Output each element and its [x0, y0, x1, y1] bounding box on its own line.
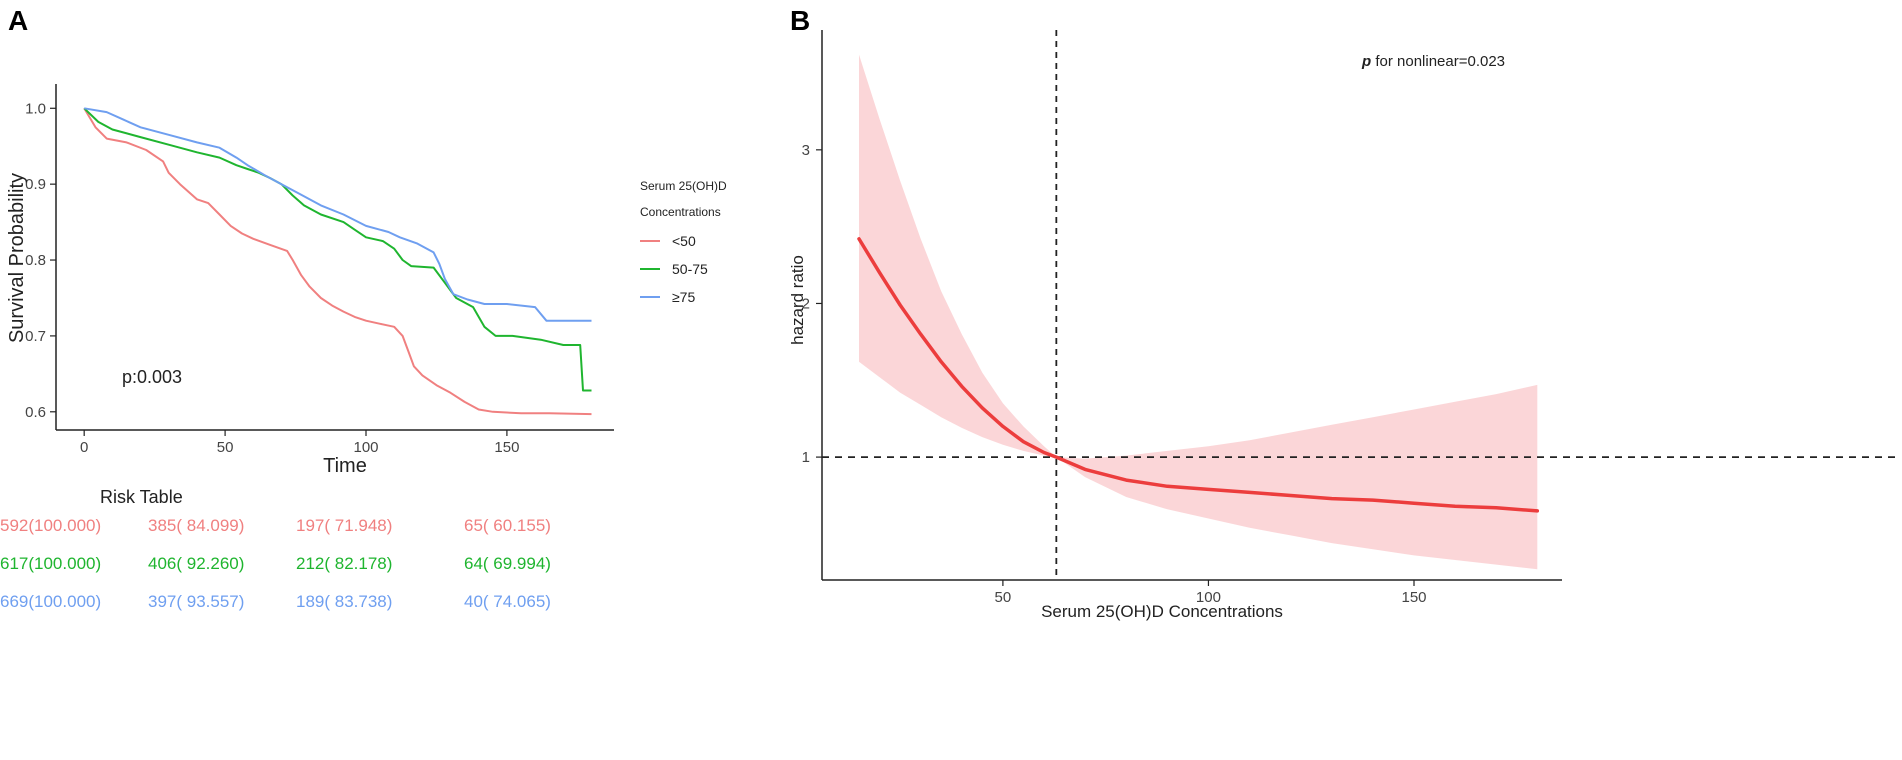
risk-cell-r3-c3: 189( 83.738) [296, 592, 392, 611]
km-x-axis-title: Time [323, 455, 367, 477]
panel-label-b: B [790, 5, 810, 36]
legend-label-3: ≥75 [672, 289, 695, 305]
confidence-band [859, 54, 1538, 570]
risk-cell-r3-c4: 40( 74.065) [464, 592, 551, 611]
km-y-tick-label: 0.6 [25, 404, 46, 421]
risk-cell-r1-c2: 385( 84.099) [148, 516, 244, 535]
km-x-tick-label: 150 [494, 439, 519, 456]
risk-cell-r2-c4: 64( 69.994) [464, 554, 551, 573]
hr-y-tick-label: 3 [802, 142, 810, 159]
legend-label-2: 50-75 [672, 261, 708, 277]
p-rest: for nonlinear=0.023 [1371, 53, 1505, 70]
hr-x-tick-label: 100 [1196, 589, 1221, 606]
risk-cell-r3-c1: 669(100.000) [0, 592, 101, 611]
hr-x-tick-label: 150 [1401, 589, 1426, 606]
hr-y-tick-label: 1 [802, 449, 810, 466]
legend-label-1: <50 [672, 233, 696, 249]
risk-cell-r2-c2: 406( 92.260) [148, 554, 244, 573]
risk-cell-r1-c3: 197( 71.948) [296, 516, 392, 535]
hr-x-axis-title: Serum 25(OH)D Concentrations [1041, 602, 1283, 621]
km-legend: Serum 25(OH)D Concentrations <50 50-75 ≥75 [640, 179, 727, 305]
km-x-tick-label: 100 [353, 439, 378, 456]
risk-cell-r1-c4: 65( 60.155) [464, 516, 551, 535]
risk-table-title: Risk Table [100, 487, 183, 507]
p-italic: p [1361, 53, 1371, 70]
km-y-tick-label: 0.9 [25, 176, 46, 193]
km-series-line-1 [83, 107, 592, 416]
risk-cell-r1-c1: 592(100.000) [0, 516, 101, 535]
km-y-tick-label: 0.8 [25, 252, 46, 269]
km-y-tick-label: 0.7 [25, 328, 46, 345]
panel-label-a: A [8, 5, 28, 36]
spline-plot: 50 100 150 1 2 3 Serum 25(OH)D Concentrations… [788, 30, 1900, 621]
hr-y-axis-title: hazard ratio [788, 255, 807, 345]
risk-cell-r2-c1: 617(100.000) [0, 554, 101, 573]
km-p-value: p:0.003 [122, 367, 182, 387]
km-series-line-3 [84, 107, 592, 322]
hr-y-tick-label: 2 [802, 295, 810, 312]
risk-cell-r2-c3: 212( 82.178) [296, 554, 392, 573]
nonlinear-p-annotation: p for nonlinear=0.023 [1361, 53, 1505, 70]
risk-cell-r3-c2: 397( 93.557) [148, 592, 244, 611]
risk-table: Risk Table 592(100.000) 385( 84.099) 197( … [0, 487, 551, 611]
km-plot: 0 50 100 150 0.6 0.7 0.8 0.9 1.0 Time Survival P… [6, 84, 614, 477]
hr-curve [857, 237, 1540, 513]
km-y-tick-label: 1.0 [25, 100, 46, 117]
km-series-line-2 [83, 107, 592, 392]
km-x-tick-label: 0 [80, 439, 88, 456]
legend-title-line1: Serum 25(OH)D [640, 179, 727, 193]
km-y-axis-title: Survival Probability [6, 173, 28, 343]
km-x-tick-label: 50 [217, 439, 234, 456]
hr-x-tick-label: 50 [995, 589, 1012, 606]
legend-title-line2: Concentrations [640, 205, 721, 219]
